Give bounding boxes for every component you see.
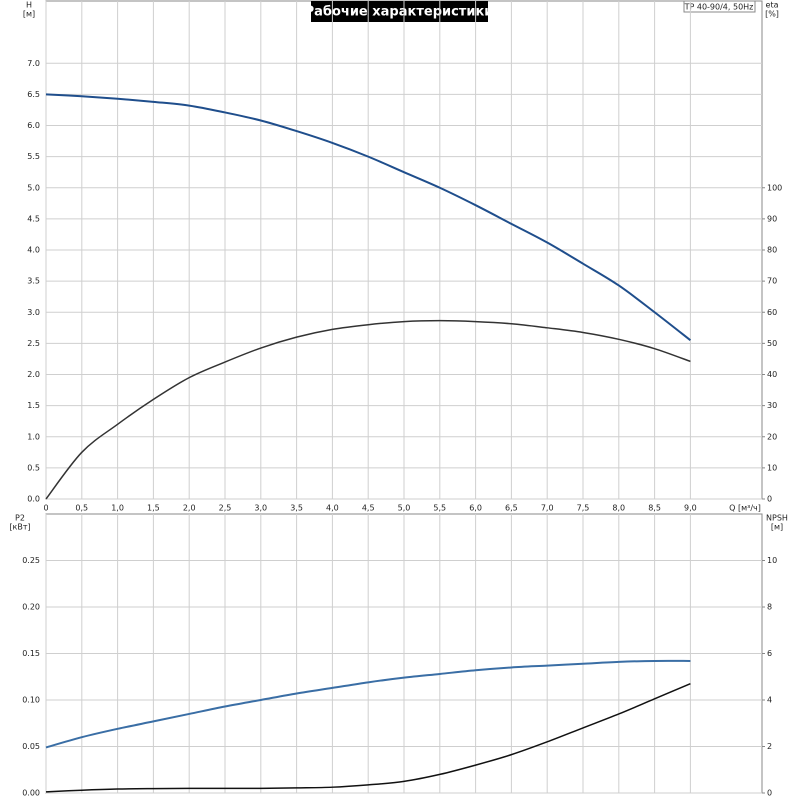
x-tick-label: 7,5 (577, 504, 590, 513)
x-tick-label: 3,5 (290, 504, 303, 513)
y-tick-label: 0.5 (27, 463, 40, 472)
y-unit: [м] (23, 10, 35, 19)
curve (45, 683, 691, 793)
y2-tick-label: 4 (767, 696, 772, 705)
y-tick-label: 7.0 (27, 59, 40, 68)
y2-tick-label: 10 (767, 463, 777, 472)
model-box (683, 0, 756, 13)
y-tick-label: 1.0 (27, 432, 40, 441)
curve (45, 659, 691, 749)
x-tick-label: 4,5 (362, 504, 375, 513)
x-tick-label: 2,5 (219, 504, 232, 513)
y2-tick-label: 8 (767, 603, 772, 612)
x-tick-label: 5,0 (398, 504, 411, 513)
y-tick-label: 5.0 (27, 183, 40, 192)
y2-tick-label: 50 (767, 339, 777, 348)
x-tick-label: 6,0 (469, 504, 482, 513)
y-tick-label: 0.00 (22, 789, 40, 798)
x-tick-label: 0 (43, 504, 48, 513)
y2-tick-label: 0 (767, 495, 772, 504)
y2-tick-label: 90 (767, 214, 777, 223)
x-tick-label: 7,0 (541, 504, 554, 513)
y2-tick-label: 6 (767, 649, 772, 658)
x-tick-label: 9,0 (684, 504, 697, 513)
chart-title: Рабочие характеристики (305, 5, 494, 20)
y2-label: NPSH (766, 514, 788, 523)
x-tick-label: 6,5 (505, 504, 518, 513)
y2-tick-label: 2 (767, 742, 772, 751)
x-tick-label: 8,0 (612, 504, 625, 513)
y2-tick-label: 10 (767, 556, 777, 565)
y-tick-label: 6.0 (27, 121, 40, 130)
y2-tick-label: 70 (767, 277, 777, 286)
x-tick-label: 1,5 (147, 504, 160, 513)
y2-tick-label: 80 (767, 246, 777, 255)
y2-tick-label: 30 (767, 401, 777, 410)
y-tick-label: 0.25 (22, 556, 40, 565)
y-tick-label: 3.0 (27, 308, 40, 317)
x-tick-label: 4,0 (326, 504, 339, 513)
y-tick-label: 0.05 (22, 742, 40, 751)
y-tick-label: 6.5 (27, 90, 40, 99)
y-tick-label: 0.15 (22, 649, 40, 658)
y-label: H (26, 1, 32, 10)
y-tick-label: 3.5 (27, 277, 40, 286)
y-tick-label: 2.0 (27, 370, 40, 379)
y-tick-label: 0.10 (22, 696, 40, 705)
y2-tick-label: 20 (767, 432, 777, 441)
x-tick-label: 5,5 (433, 504, 446, 513)
y-unit: [кВт] (9, 523, 30, 532)
model-label: TP 40-90/4, 50Hz (684, 3, 754, 12)
x-tick-label: 8,5 (648, 504, 661, 513)
y-tick-label: 4.5 (27, 214, 40, 223)
y2-tick-label: 40 (767, 370, 777, 379)
y2-label: eta (766, 1, 779, 10)
y2-unit: [м] (771, 523, 783, 532)
y-tick-label: 0.20 (22, 603, 40, 612)
y-tick-label: 0.0 (27, 495, 40, 504)
x-tick-label: 2,0 (183, 504, 196, 513)
y-tick-label: 5.5 (27, 152, 40, 161)
y-tick-label: 1.5 (27, 401, 40, 410)
curve (45, 319, 691, 500)
x-tick-label: 0,5 (75, 504, 88, 513)
y2-tick-label: 0 (767, 789, 772, 798)
y-label: P2 (15, 514, 25, 523)
title-box (311, 1, 488, 22)
y2-unit: [%] (765, 10, 779, 19)
y2-tick-label: 100 (767, 183, 782, 192)
x-tick-label: 1,0 (111, 504, 124, 513)
y-tick-label: 4.0 (27, 246, 40, 255)
x-tick-label: 3,0 (254, 504, 267, 513)
x-label: Q [м³/ч] (729, 504, 761, 513)
y2-tick-label: 60 (767, 308, 777, 317)
curve (45, 93, 692, 342)
y-tick-label: 2.5 (27, 339, 40, 348)
